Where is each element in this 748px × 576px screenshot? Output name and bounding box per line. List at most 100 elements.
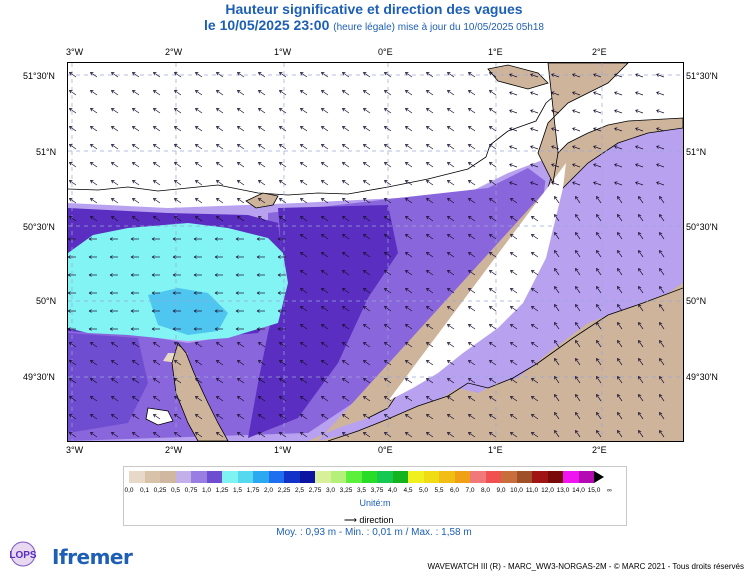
direction-arrow	[90, 378, 98, 384]
direction-arrow	[153, 72, 161, 78]
direction-arrow-head	[111, 360, 114, 364]
direction-arrow	[489, 360, 497, 366]
direction-arrow-head	[656, 146, 659, 149]
direction-arrow-head	[235, 274, 239, 277]
direction-arrow-head	[554, 196, 558, 199]
direction-arrow	[447, 270, 455, 276]
direction-arrow	[659, 268, 665, 276]
direction-arrow	[635, 181, 644, 186]
direction-arrow-head	[130, 291, 134, 294]
direction-arrow-head	[90, 342, 93, 346]
direction-arrow	[617, 430, 623, 438]
direction-arrow	[554, 286, 560, 294]
direction-arrow	[90, 342, 98, 348]
direction-arrow	[216, 108, 224, 114]
direction-arrow-head	[617, 250, 621, 253]
direction-arrow	[132, 360, 140, 366]
direction-arrow-head	[342, 162, 345, 166]
direction-arrow-head	[617, 412, 621, 415]
direction-arrow-head	[342, 126, 345, 130]
direction-arrow-head	[279, 162, 282, 166]
direction-arrow-head	[554, 214, 558, 217]
map-title: Hauteur significative et direction des v…	[225, 1, 523, 17]
direction-arrow	[638, 304, 644, 312]
direction-arrow	[237, 378, 245, 384]
direction-arrow	[447, 252, 455, 258]
wave-map[interactable]	[67, 62, 684, 442]
direction-arrow-head	[69, 72, 72, 76]
direction-arrow	[300, 216, 308, 222]
lon-label: 1°W	[274, 445, 292, 455]
legend-swatch	[516, 471, 532, 483]
direction-arrow-head	[405, 108, 408, 112]
direction-arrow-head	[554, 322, 558, 325]
direction-arrow	[153, 162, 161, 168]
direction-arrow	[659, 376, 665, 384]
direction-arrow-head	[342, 396, 345, 400]
direction-arrow-head	[656, 110, 659, 113]
direction-arrow	[468, 252, 476, 258]
direction-arrow-head	[656, 163, 660, 165]
direction-arrow-head	[635, 163, 639, 165]
direction-arrow-head	[426, 90, 429, 94]
direction-arrow-head	[321, 324, 324, 328]
direction-arrow	[468, 180, 476, 186]
direction-arrow-head	[509, 91, 513, 93]
direction-arrow	[363, 306, 371, 312]
direction-arrow	[321, 378, 329, 384]
direction-arrow-head	[258, 360, 261, 364]
direction-arrow	[575, 358, 581, 366]
wave-map-svg	[68, 63, 683, 441]
direction-arrow-head	[531, 342, 534, 346]
direction-arrow	[69, 90, 77, 96]
direction-arrow-head	[363, 198, 366, 202]
lat-label: 51°N	[686, 147, 707, 157]
direction-arrow-head	[258, 162, 261, 166]
direction-arrow-head	[468, 360, 471, 364]
direction-arrow-head	[510, 306, 513, 310]
direction-arrow	[447, 126, 455, 132]
direction-arrow	[405, 180, 413, 186]
direction-arrow-head	[109, 309, 113, 312]
direction-arrow	[659, 340, 665, 348]
direction-arrow-head	[90, 396, 93, 400]
direction-arrow	[659, 250, 665, 258]
direction-arrow	[426, 342, 434, 348]
direction-arrow	[405, 432, 413, 438]
direction-arrow-head	[256, 291, 260, 294]
direction-arrow-head	[214, 238, 218, 241]
direction-arrow-head	[384, 72, 387, 76]
direction-arrow-head	[530, 128, 533, 131]
direction-arrow	[90, 414, 98, 420]
direction-arrow	[363, 234, 371, 240]
direction-arrow-head	[132, 198, 135, 202]
direction-arrow	[342, 270, 350, 276]
direction-arrow	[530, 109, 539, 114]
direction-arrow-head	[510, 396, 513, 400]
direction-arrow	[300, 432, 308, 438]
direction-arrow-head	[216, 396, 219, 400]
lops-logo: LOPS	[4, 541, 42, 567]
direction-arrow	[111, 360, 119, 366]
direction-arrow-head	[68, 309, 71, 312]
direction-arrow-head	[279, 108, 282, 112]
direction-arrow	[90, 144, 98, 150]
direction-arrow-head	[530, 146, 533, 149]
direction-arrow	[174, 360, 182, 366]
direction-arrow-head	[153, 126, 156, 130]
direction-arrow	[426, 306, 434, 312]
direction-arrow-head	[195, 432, 198, 436]
direction-arrow-head	[656, 181, 660, 183]
direction-arrow-head	[235, 328, 239, 331]
direction-arrow	[195, 108, 203, 114]
direction-arrow-head	[235, 327, 239, 330]
direction-arrow	[447, 234, 455, 240]
direction-arrow	[659, 214, 665, 222]
direction-arrow-head	[551, 109, 555, 111]
direction-arrow-head	[617, 322, 621, 325]
direction-arrow	[342, 234, 350, 240]
direction-arrow-head	[216, 414, 219, 418]
direction-arrow-head	[593, 164, 596, 167]
direction-arrow	[195, 378, 203, 384]
direction-arrow-head	[300, 396, 303, 400]
